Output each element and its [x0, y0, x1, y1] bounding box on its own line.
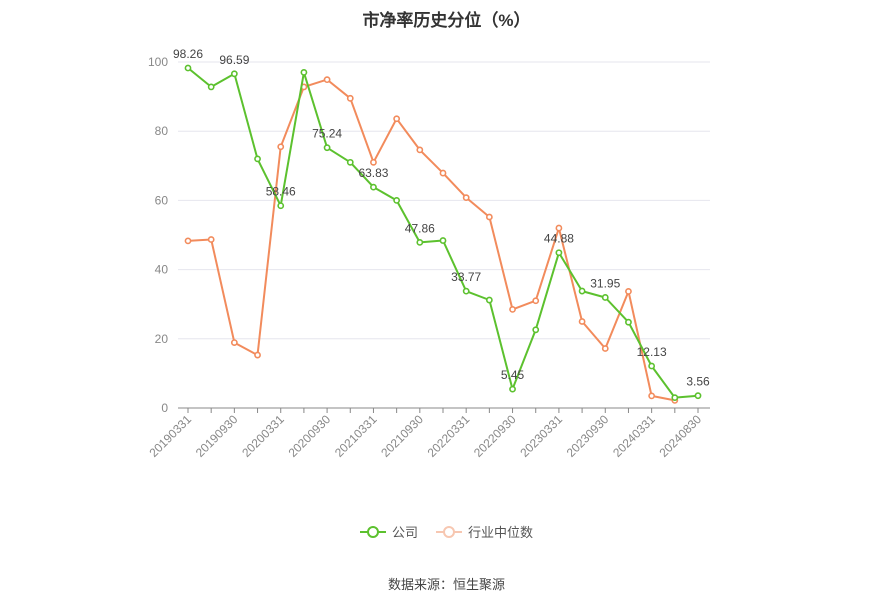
- data-point-company[interactable]: [230, 70, 238, 78]
- data-point-company[interactable]: [462, 287, 470, 295]
- x-tick-label: 20210331: [332, 412, 380, 460]
- y-tick-label: 60: [155, 193, 169, 207]
- data-point-company[interactable]: [532, 326, 540, 334]
- data-point-company[interactable]: [207, 83, 215, 91]
- x-tick-label: 20210930: [378, 412, 426, 460]
- y-axis: 0 20 40 60 80 100: [148, 55, 168, 415]
- data-labels: 98.26 96.59 58.46 75.24 63.83 47.86 33.77 5.45 4…: [173, 47, 710, 389]
- data-point-industry-median[interactable]: [578, 318, 586, 325]
- data-point-industry-median[interactable]: [254, 351, 261, 359]
- data-point-company[interactable]: [439, 237, 447, 244]
- series-line-industry-median: [187, 78, 675, 402]
- y-tick-label: 40: [155, 263, 169, 277]
- data-point-industry-median[interactable]: [393, 115, 401, 123]
- data-point-company[interactable]: [485, 296, 493, 304]
- x-tick-label: 20240331: [610, 412, 658, 460]
- data-point-industry-median[interactable]: [509, 305, 516, 313]
- data-point-industry-median[interactable]: [416, 146, 424, 154]
- x-tick-label: 20220331: [425, 412, 473, 460]
- data-label: 63.83: [358, 166, 388, 180]
- data-label: 75.24: [312, 127, 342, 141]
- data-label: 96.59: [219, 53, 249, 67]
- legend-label-company: 公司: [391, 525, 418, 540]
- data-point-industry-median[interactable]: [555, 224, 563, 232]
- data-point-industry-median[interactable]: [230, 339, 238, 347]
- chart-title: 市净率历史分位（%）: [362, 11, 531, 30]
- x-tick-label: 20190331: [146, 412, 194, 460]
- data-point-industry-median[interactable]: [462, 194, 470, 202]
- data-point-company[interactable]: [184, 64, 192, 72]
- data-point-company[interactable]: [346, 158, 354, 166]
- data-point-company[interactable]: [370, 183, 377, 191]
- legend-swatch-company: [359, 525, 386, 539]
- data-label: 5.45: [501, 368, 525, 382]
- data-label: 44.88: [544, 232, 574, 246]
- data-label: 12.13: [637, 345, 667, 359]
- data-label: 98.26: [173, 47, 203, 61]
- grid-lines: [178, 61, 710, 340]
- data-label: 33.77: [451, 270, 481, 284]
- data-source: 数据来源：恒生聚源: [387, 577, 505, 592]
- y-tick-label: 0: [161, 401, 168, 415]
- data-point-company[interactable]: [509, 385, 516, 393]
- data-label: 31.95: [590, 276, 620, 290]
- data-point-company[interactable]: [277, 202, 285, 210]
- data-point-industry-median[interactable]: [625, 287, 632, 295]
- x-tick-label: 20230331: [517, 412, 565, 460]
- data-point-company[interactable]: [578, 287, 586, 295]
- data-point-company[interactable]: [694, 392, 702, 400]
- data-point-company[interactable]: [671, 394, 679, 402]
- x-axis: 2019033120190930202003312020093020210331…: [146, 407, 710, 460]
- x-tick-label: 20230930: [564, 412, 612, 460]
- data-point-industry-median[interactable]: [439, 169, 447, 177]
- data-point-industry-median[interactable]: [370, 158, 377, 166]
- data-point-industry-median[interactable]: [346, 94, 354, 102]
- legend-label-industry-median: 行业中位数: [468, 525, 534, 540]
- data-point-industry-median[interactable]: [184, 237, 192, 245]
- y-tick-label: 100: [148, 55, 168, 69]
- x-tick-label: 20190930: [193, 412, 241, 460]
- data-point-company[interactable]: [393, 196, 401, 204]
- series-line-company: [187, 67, 699, 399]
- data-point-industry-median[interactable]: [323, 76, 331, 84]
- data-point-company[interactable]: [323, 144, 331, 152]
- data-point-company[interactable]: [555, 249, 563, 257]
- data-point-company[interactable]: [254, 155, 261, 163]
- data-label: 58.46: [266, 185, 296, 199]
- x-tick-label: 20240830: [656, 412, 704, 460]
- legend-item-company[interactable]: 公司: [359, 522, 418, 541]
- x-tick-label: 20220930: [471, 412, 519, 460]
- y-tick-label: 20: [155, 332, 169, 346]
- data-point-industry-median[interactable]: [277, 143, 285, 151]
- y-tick-label: 80: [155, 124, 169, 138]
- data-point-industry-median[interactable]: [485, 213, 493, 221]
- legend-item-industry-median[interactable]: 行业中位数: [436, 522, 533, 541]
- x-tick-label: 20200930: [286, 412, 334, 460]
- data-point-company[interactable]: [601, 294, 609, 301]
- data-point-company[interactable]: [300, 68, 308, 76]
- data-point-company[interactable]: [625, 318, 632, 326]
- data-point-industry-median[interactable]: [601, 345, 609, 352]
- data-label: 47.86: [405, 221, 435, 235]
- data-point-company[interactable]: [416, 239, 424, 246]
- legend: 公司 行业中位数: [0, 522, 893, 541]
- data-point-industry-median[interactable]: [207, 236, 215, 243]
- data-point-industry-median[interactable]: [648, 392, 656, 400]
- data-point-company[interactable]: [648, 362, 656, 370]
- x-tick-label: 20200331: [239, 412, 287, 460]
- data-point-industry-median[interactable]: [532, 297, 540, 305]
- data-label: 3.56: [686, 375, 710, 389]
- legend-swatch-industry-median: [436, 525, 462, 539]
- series-layer: [184, 64, 702, 404]
